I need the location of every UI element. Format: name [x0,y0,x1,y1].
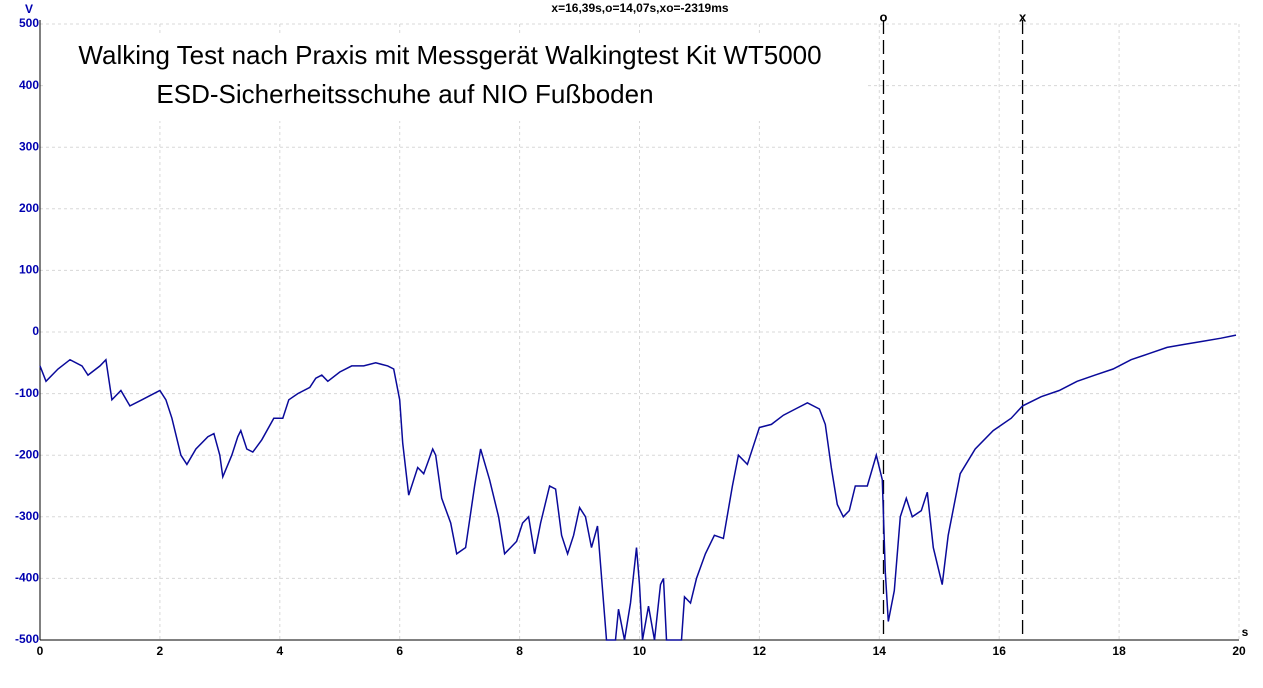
x-tick-label: 18 [1112,644,1126,658]
x-tick-label: 12 [753,644,767,658]
y-tick-label: 200 [19,201,39,215]
y-tick-label: -400 [15,571,39,585]
x-tick-label: 4 [276,644,283,658]
y-tick-label: 400 [19,78,39,92]
x-tick-label: 8 [516,644,523,658]
y-tick-label: -300 [15,509,39,523]
x-tick-label: 0 [37,644,44,658]
y-tick-label: 300 [19,139,39,153]
chart-subtitle: ESD-Sicherheitsschuhe auf NIO Fußboden [156,79,653,109]
chart-title: Walking Test nach Praxis mit Messgerät W… [78,40,821,70]
cursor-readout: x=16,39s,o=14,07s,xo=-2319ms [551,1,728,15]
cursor-label: o [880,9,888,24]
x-tick-label: 6 [396,644,403,658]
cursor-label: x [1019,9,1027,24]
y-tick-label: 500 [19,16,39,30]
x-tick-label: 14 [873,644,887,658]
x-tick-label: 2 [157,644,164,658]
x-tick-label: 16 [993,644,1007,658]
y-unit: V [25,2,33,16]
x-tick-label: 10 [633,644,647,658]
y-tick-label: -200 [15,447,39,461]
y-tick-label: -100 [15,386,39,400]
x-unit: s [1242,625,1249,639]
y-tick-label: 0 [32,324,39,338]
y-tick-label: -500 [15,632,39,646]
x-tick-label: 20 [1232,644,1246,658]
y-tick-label: 100 [19,263,39,277]
title-background [45,36,865,121]
signal-line [39,334,1237,641]
